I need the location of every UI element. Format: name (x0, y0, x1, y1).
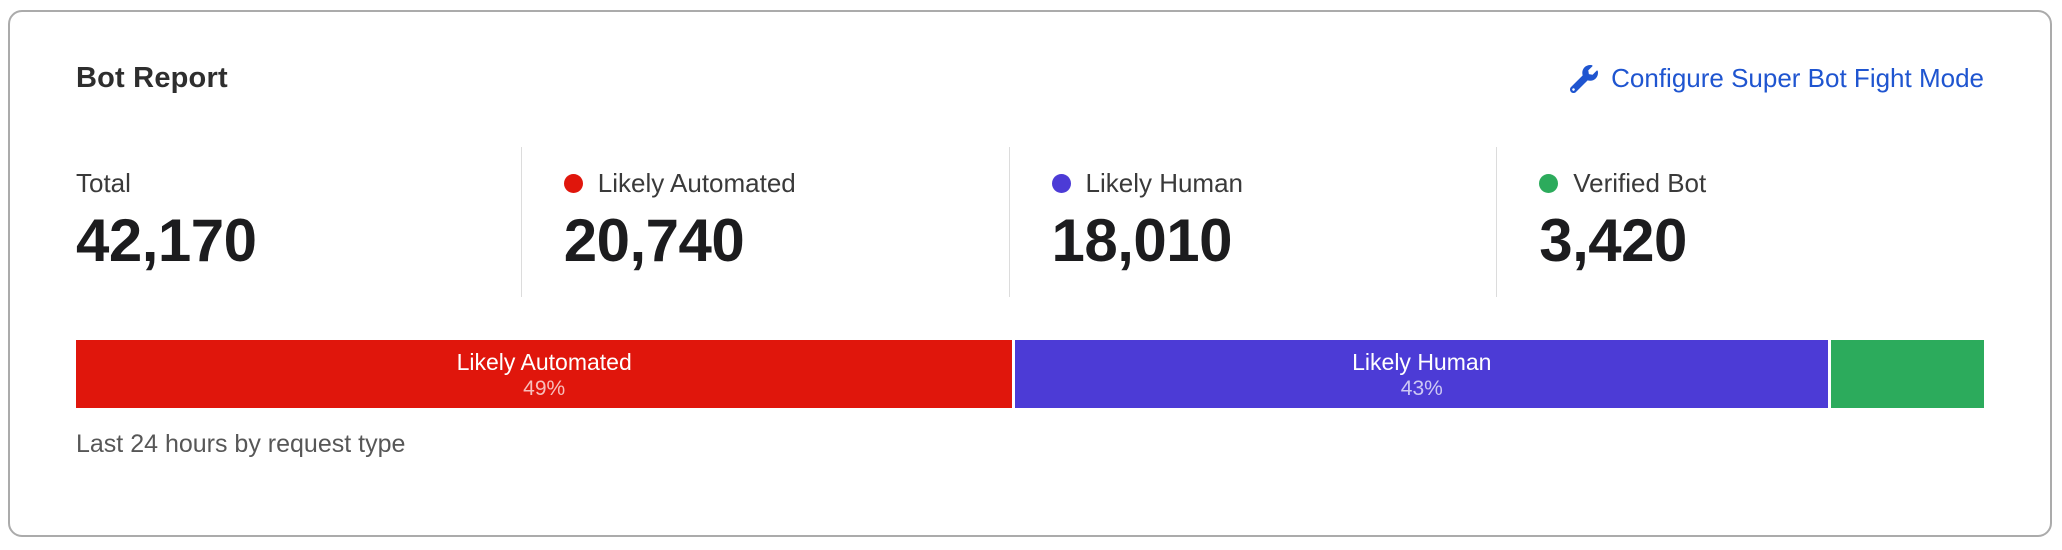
stat-value: 20,740 (563, 207, 745, 274)
stat-label: Likely Human (1085, 168, 1244, 198)
stat-label: Likely Automated (597, 168, 796, 198)
stat-likely-human: Likely Human 18,010 (1008, 147, 1497, 297)
likely-human-dot-icon (1051, 173, 1071, 193)
stats-row: Total 42,170 Likely Automated 20,740 Lik… (76, 147, 1984, 297)
configure-link-label: Configure Super Bot Fight Mode (1611, 63, 1984, 93)
request-type-stacked-bar: Likely Automated 49% Likely Human 43% (76, 340, 1984, 408)
bot-report-card: Bot Report Configure Super Bot Fight Mod… (8, 10, 2052, 537)
time-range-caption: Last 24 hours by request type (76, 430, 406, 458)
segment-percent: 43% (1400, 376, 1443, 400)
stat-likely-automated: Likely Automated 20,740 (520, 147, 1009, 297)
stat-total: Total 42,170 (76, 147, 521, 297)
stat-verified-bot: Verified Bot 3,420 (1496, 147, 1984, 297)
page-title: Bot Report (76, 62, 228, 94)
configure-super-bot-fight-mode-link[interactable]: Configure Super Bot Fight Mode (1570, 63, 1984, 94)
stat-value: 3,420 (1539, 207, 1687, 274)
wrench-icon (1570, 64, 1599, 93)
stat-label: Verified Bot (1573, 168, 1707, 198)
card-header: Bot Report Configure Super Bot Fight Mod… (76, 12, 1984, 95)
stat-value: 42,170 (76, 207, 257, 274)
segment-percent: 49% (523, 376, 566, 400)
bar-segment-likely-human: Likely Human 43% (1015, 340, 1829, 408)
bar-segment-likely-automated: Likely Automated 49% (76, 340, 1013, 408)
likely-automated-dot-icon (563, 173, 583, 193)
stat-value: 18,010 (1051, 207, 1233, 274)
verified-bot-dot-icon (1539, 173, 1559, 193)
stat-label: Total (76, 168, 131, 198)
segment-label: Likely Automated (456, 348, 632, 375)
segment-label: Likely Human (1352, 348, 1492, 375)
bar-segment-verified-bot (1831, 340, 1984, 408)
